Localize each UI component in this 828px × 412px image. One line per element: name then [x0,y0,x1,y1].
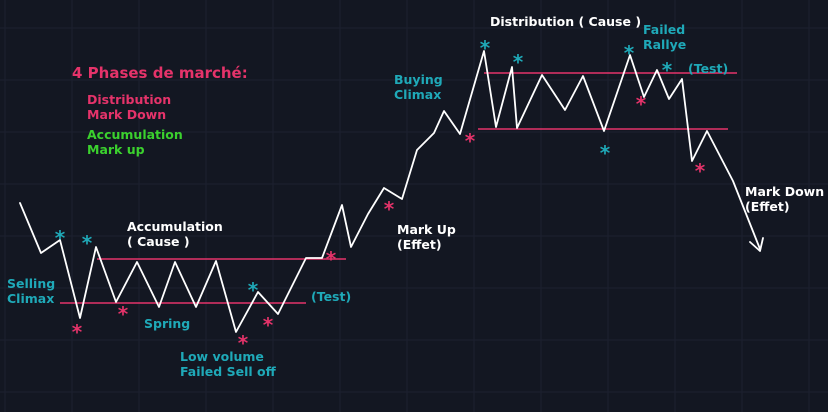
marker-star-pink: * [118,302,129,326]
marker-star-pink: * [326,247,337,271]
test-low-label: (Test) [311,289,351,304]
legend-mark-up: Mark up [87,142,145,157]
marker-star-pink: * [465,129,476,153]
marker-star-teal: * [248,278,259,302]
accumulation-label-line1: Accumulation [127,219,223,234]
buying-climax-label-line2: Climax [394,87,441,102]
low-volume-label-line1: Low volume [180,349,264,364]
marker-star-teal: * [480,36,491,60]
mark-down-arrow-head [749,237,764,252]
legend-title: 4 Phases de marché: [72,64,248,82]
price-path [19,50,761,333]
selling-climax-label-line2: Climax [7,291,54,306]
buying-climax-label-line1: Buying [394,72,443,87]
low-volume-label-line2: Failed Sell off [180,364,277,379]
spring-label: Spring [144,316,190,331]
marker-star-pink: * [72,320,83,344]
marker-star-pink: * [238,331,249,355]
mark-up-label-line1: Mark Up [397,222,456,237]
marker-star-teal: * [624,41,635,65]
mark-down-label-line1: Mark Down [745,184,824,199]
marker-star-teal: * [600,141,611,165]
marker-star-teal: * [513,50,524,74]
marker-star-teal: * [55,226,66,250]
selling-climax-label-line1: Selling [7,276,55,291]
legend-mark-down: Mark Down [87,107,166,122]
marker-star-pink: * [636,92,647,116]
mark-down-label-line2: (Effet) [745,199,790,214]
failed-rallye-label-line2: Rallye [643,37,686,52]
marker-star-teal: * [662,58,673,82]
mark-up-label-line2: (Effet) [397,237,442,252]
marker-star-pink: * [384,197,395,221]
legend-accumulation: Accumulation [87,127,183,142]
accumulation-label-line2: ( Cause ) [127,234,190,249]
test-high-label: (Test) [688,61,728,76]
failed-rallye-label-line1: Failed [643,22,685,37]
marker-star-pink: * [263,313,274,337]
distribution-label: Distribution ( Cause ) [490,14,641,29]
marker-star-teal: * [82,231,93,255]
legend-distribution: Distribution [87,92,171,107]
marker-star-pink: * [695,159,706,183]
